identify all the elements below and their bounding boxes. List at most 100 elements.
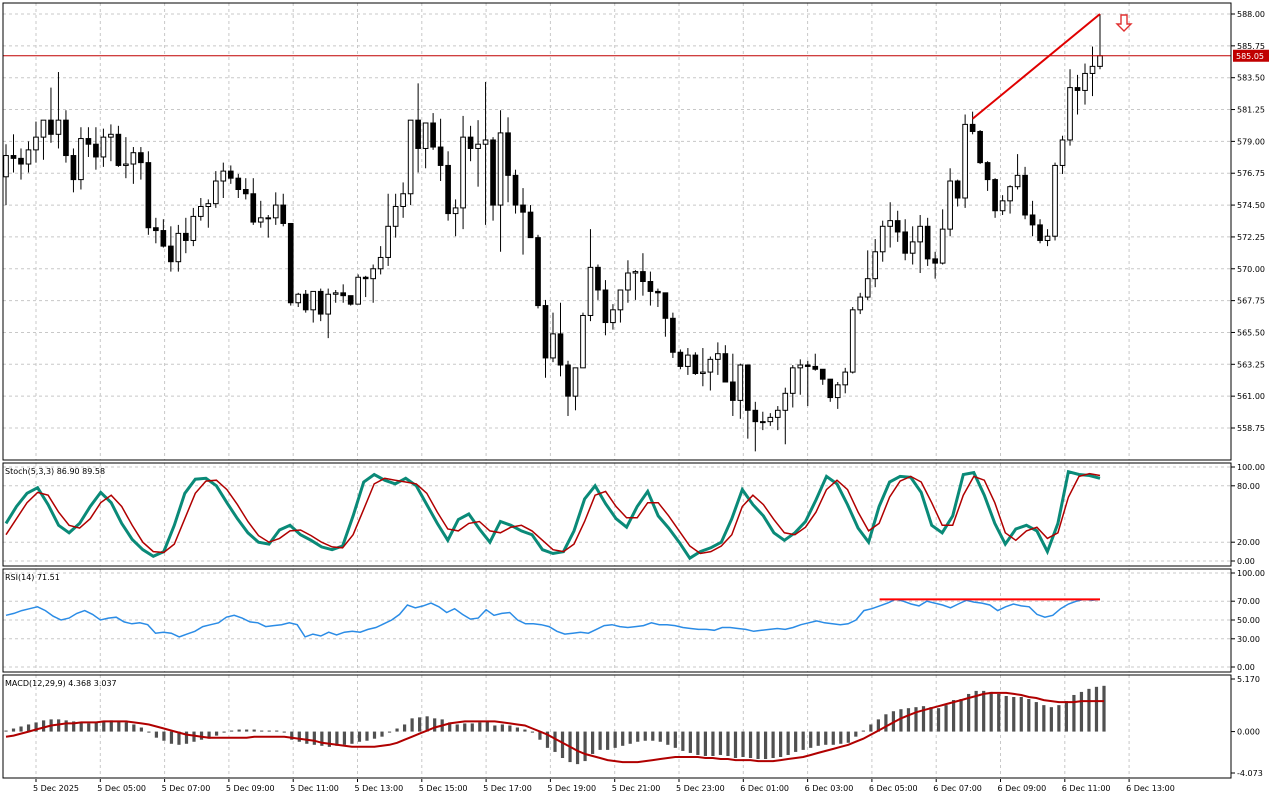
bearish-candle [924,225,931,260]
bullish-candle [1007,186,1013,202]
macd-histogram-bar [305,731,309,744]
bullish-candle [123,163,129,166]
stochastic-pane[interactable] [4,469,1101,561]
bearish-candle [242,189,249,195]
macd-histogram-bar [636,731,640,742]
bearish-candle [984,162,991,181]
macd-histogram-bar [1102,685,1106,732]
macd-histogram-bar [64,720,68,732]
macd-histogram-bar [997,693,1001,732]
trendline [971,13,1101,120]
bullish-candle [685,354,691,367]
rsi-pane[interactable] [5,598,1101,638]
macd-histogram-bar [575,731,580,765]
bullish-candle [377,256,384,270]
price-tick-label: 570.00 [1237,265,1265,274]
macd-histogram-bar [831,731,835,745]
bullish-candle [482,139,489,145]
bullish-candle [108,133,114,138]
bullish-candle [939,228,946,264]
macd-histogram-bar [711,731,715,756]
macd-histogram-bar [275,730,279,732]
pane-frames [2,2,1232,779]
price-tick-label: 576.75 [1237,169,1265,178]
price-pane[interactable] [3,13,1231,452]
time-label: 6 Dec 07:00 [933,784,982,793]
macd-histogram-bar [643,731,647,741]
macd-histogram-bar [944,705,948,732]
current-price-badge [1233,49,1269,62]
time-label: 6 Dec 09:00 [998,784,1047,793]
bearish-candle [1022,174,1028,216]
bullish-candle [625,272,631,291]
bullish-candle [295,293,302,304]
time-label: 5 Dec 19:00 [547,784,596,793]
macd-histogram-bar [267,730,271,732]
macd-histogram-bar [72,721,76,732]
bullish-candle [580,314,586,369]
bearish-candle [902,231,909,254]
macd-histogram-bar [478,722,482,732]
macd-histogram-bar [500,724,504,732]
bullish-candle [707,358,714,373]
macd-histogram-bar [312,731,316,745]
bullish-candle [40,119,47,138]
stoch-tick-label: 80.00 [1237,482,1260,491]
macd-histogram-bar [989,691,993,732]
macd-histogram-bar [606,731,610,750]
macd-histogram-bar [1079,691,1084,732]
current-price-label: 585.05 [1236,52,1264,61]
bullish-candle [175,232,182,263]
bearish-candle [70,155,77,181]
bullish-candle [857,296,864,311]
macd-histogram-bar [951,700,956,732]
bullish-candle [1059,139,1066,166]
macd-histogram-bar [410,718,414,732]
pane-border [2,462,1232,567]
macd-histogram-bar [628,731,632,744]
macd-histogram-bar [260,730,264,732]
macd-histogram-bar [921,706,926,732]
macd-histogram-bar [42,720,46,732]
bearish-candle [819,368,826,380]
macd-tick-label: -4.073 [1237,769,1263,778]
macd-histogram-bar [79,722,83,732]
macd-histogram-bar [666,731,670,745]
macd-histogram-bar [553,731,557,752]
stoch-label: Stoch(5,3,3) 86.90 89.58 [5,467,105,476]
macd-histogram-bar [184,731,189,744]
macd-histogram-bar [109,720,113,732]
bullish-candle [1014,174,1021,188]
bearish-candle [227,170,234,179]
bearish-candle [445,164,451,215]
macd-histogram-bar [139,727,143,732]
price-tick-label: 563.25 [1237,360,1265,369]
bearish-candle [85,138,92,145]
bearish-candle [18,157,24,165]
macd-histogram-bar [748,731,753,759]
bullish-candle [475,143,481,149]
bearish-candle [752,409,759,423]
macd-histogram-bar [387,731,392,733]
macd-histogram-bar [779,731,783,758]
bullish-candle [1082,72,1088,91]
macd-histogram-bar [1012,697,1016,732]
rsi-line [5,598,1101,638]
bearish-candle [1074,87,1081,91]
bullish-candle [849,309,856,373]
bearish-candle [565,364,571,397]
macd-histogram-bar [884,714,888,732]
macd-pane[interactable] [4,685,1106,765]
bearish-candle [10,155,17,159]
macd-histogram-bar [177,731,181,745]
macd-histogram-bar [718,731,723,755]
macd-histogram-bar [515,727,519,732]
bearish-candle [722,353,729,383]
macd-label: MACD(12,29,9) 4.368 3.037 [5,679,117,688]
rsi-tick-label: 30.00 [1237,635,1260,644]
macd-histogram-bar [591,731,595,754]
bullish-candle [3,155,9,178]
macd-histogram-bar [861,730,865,732]
